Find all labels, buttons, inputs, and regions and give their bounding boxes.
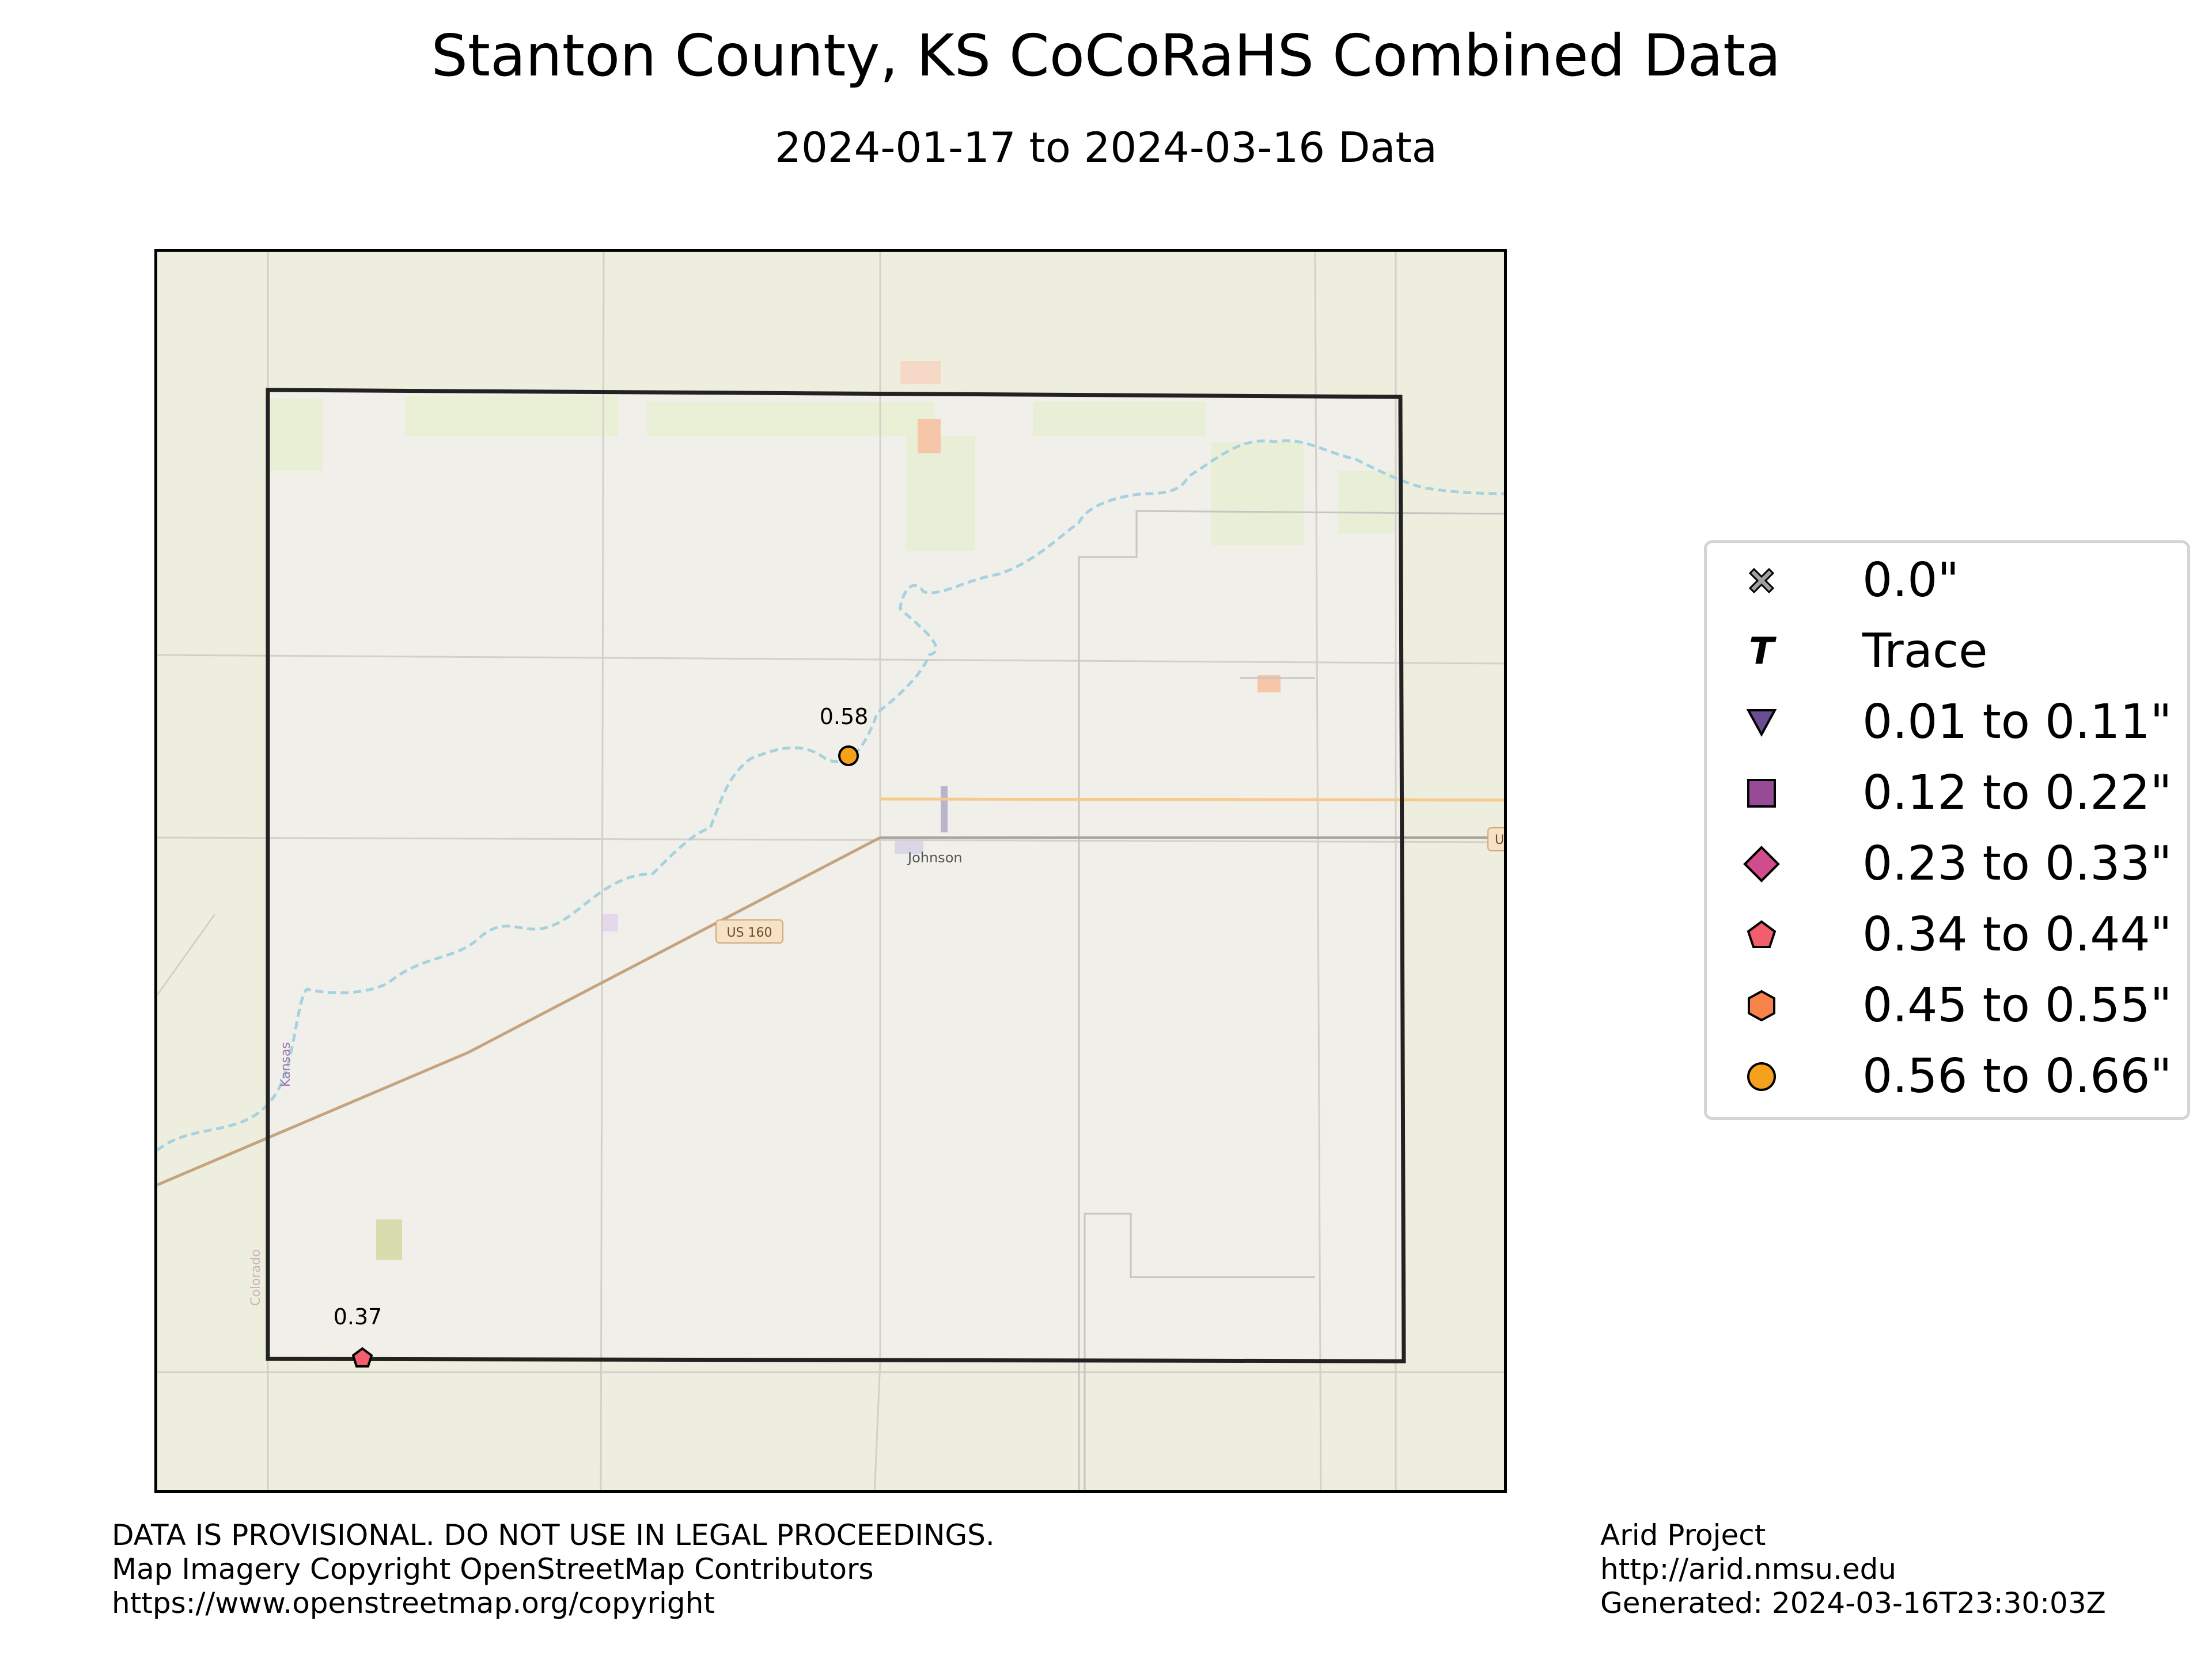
footer-line: https://www.openstreetmap.org/copyright <box>112 1586 715 1620</box>
legend-item: 0.45 to 0.55" <box>1707 974 2187 1037</box>
chart-subtitle: 2024-01-17 to 2024-03-16 Data <box>775 123 1437 172</box>
legend-item: 0.0" <box>1707 549 2187 612</box>
station-marker[interactable] <box>838 745 859 766</box>
county-boundary <box>266 388 1406 1363</box>
legend-item: 0.34 to 0.44" <box>1707 903 2187 967</box>
x-marker-icon <box>1748 567 1775 594</box>
square-icon <box>1747 779 1776 808</box>
pentagon-icon <box>1747 920 1777 948</box>
state-label-colorado: Colorado <box>249 1249 263 1306</box>
legend-label: 0.45 to 0.55" <box>1862 978 2172 1033</box>
diamond-icon <box>1743 846 1780 882</box>
legend-label: 0.34 to 0.44" <box>1862 907 2172 962</box>
town-label: Johnson <box>907 850 963 866</box>
footer-line: DATA IS PROVISIONAL. DO NOT USE IN LEGAL… <box>112 1518 995 1552</box>
legend-label: 0.0" <box>1862 553 1960 608</box>
hexagon-icon <box>1748 990 1775 1022</box>
legend-item: 0.12 to 0.22" <box>1707 762 2187 825</box>
footer-line: Arid Project <box>1600 1518 1766 1552</box>
station-value-label: 0.37 <box>334 1304 382 1330</box>
legend-label: 0.12 to 0.22" <box>1862 766 2172 820</box>
legend-item: 0.01 to 0.11" <box>1707 691 2187 754</box>
footer-line: Generated: 2024-03-16T23:30:03Z <box>1600 1586 2106 1620</box>
basemap: Johnson US 160 U Kansas Colorado 0.58 0.… <box>157 252 1504 1490</box>
station-marker[interactable] <box>351 1347 373 1368</box>
footer-line: Map Imagery Copyright OpenStreetMap Cont… <box>112 1552 874 1586</box>
circle-icon <box>1747 1062 1776 1091</box>
legend-item: 0.23 to 0.33" <box>1707 832 2187 896</box>
map-panel[interactable]: Johnson US 160 U Kansas Colorado 0.58 0.… <box>154 249 1507 1493</box>
trace-t-icon: T <box>1749 631 1777 672</box>
legend-label: Trace <box>1862 624 1988 679</box>
triangle-down-icon <box>1746 709 1777 737</box>
footer-credits: Arid Project http://arid.nmsu.edu Genera… <box>1600 1518 2106 1620</box>
footer-line: http://arid.nmsu.edu <box>1600 1552 1897 1586</box>
legend-label: 0.23 to 0.33" <box>1862 836 2172 891</box>
legend: 0.0" T Trace 0.01 to 0.11" 0.12 to 0.22"… <box>1704 540 2190 1120</box>
legend-item: T Trace <box>1707 620 2187 683</box>
footer-disclaimer: DATA IS PROVISIONAL. DO NOT USE IN LEGAL… <box>112 1518 995 1620</box>
station-value-label: 0.58 <box>820 704 869 729</box>
legend-label: 0.01 to 0.11" <box>1862 695 2172 749</box>
edge-shield-label: U <box>1495 833 1504 847</box>
chart-title: Stanton County, KS CoCoRaHS Combined Dat… <box>431 22 1781 89</box>
state-label-kansas: Kansas <box>279 1042 293 1087</box>
legend-item: 0.56 to 0.66" <box>1707 1045 2187 1108</box>
svg-text:T: T <box>1749 631 1777 672</box>
legend-label: 0.56 to 0.66" <box>1862 1049 2172 1104</box>
road-shield-label: US 160 <box>726 926 772 940</box>
